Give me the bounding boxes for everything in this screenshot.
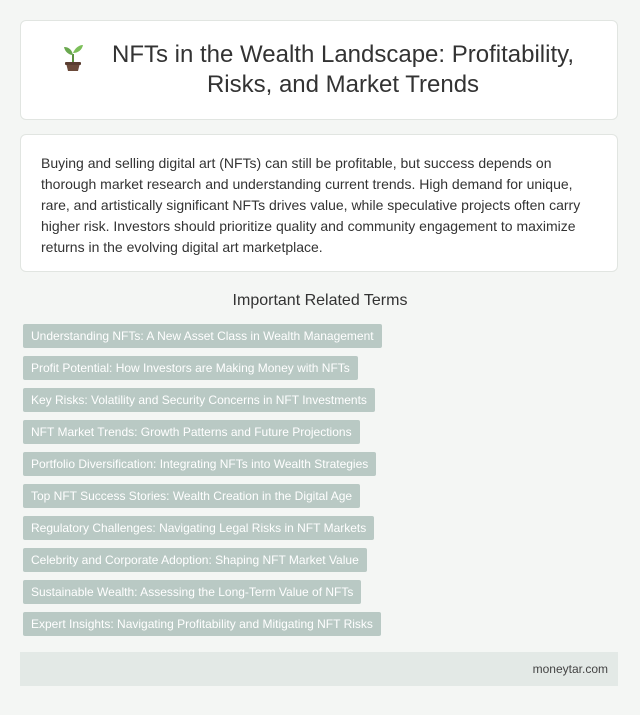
related-term-tag[interactable]: Profit Potential: How Investors are Maki…	[23, 356, 358, 380]
related-terms-list: Understanding NFTs: A New Asset Class in…	[23, 324, 382, 644]
related-term-tag[interactable]: Key Risks: Volatility and Security Conce…	[23, 388, 375, 412]
site-name[interactable]: moneytar.com	[532, 662, 608, 676]
footer: moneytar.com	[20, 652, 618, 686]
related-term-tag[interactable]: NFT Market Trends: Growth Patterns and F…	[23, 420, 360, 444]
related-term-tag[interactable]: Understanding NFTs: A New Asset Class in…	[23, 324, 382, 348]
related-term-tag[interactable]: Top NFT Success Stories: Wealth Creation…	[23, 484, 361, 508]
intro-paragraph: Buying and selling digital art (NFTs) ca…	[41, 155, 581, 255]
related-term-tag[interactable]: Regulatory Challenges: Navigating Legal …	[23, 516, 375, 540]
intro-card: Buying and selling digital art (NFTs) ca…	[20, 134, 618, 272]
title-card: NFTs in the Wealth Landscape: Profitabil…	[20, 20, 618, 120]
related-terms-heading: Important Related Terms	[232, 292, 408, 309]
sprout-icon	[64, 45, 83, 71]
related-term-tag[interactable]: Celebrity and Corporate Adoption: Shapin…	[23, 548, 367, 572]
page-title: NFTs in the Wealth Landscape: Profitabil…	[112, 41, 574, 98]
related-term-tag[interactable]: Sustainable Wealth: Assessing the Long-T…	[23, 580, 362, 604]
related-term-tag[interactable]: Portfolio Diversification: Integrating N…	[23, 452, 377, 476]
related-term-tag[interactable]: Expert Insights: Navigating Profitabilit…	[23, 612, 381, 636]
title-wrap: NFTs in the Wealth Landscape: Profitabil…	[60, 40, 578, 100]
